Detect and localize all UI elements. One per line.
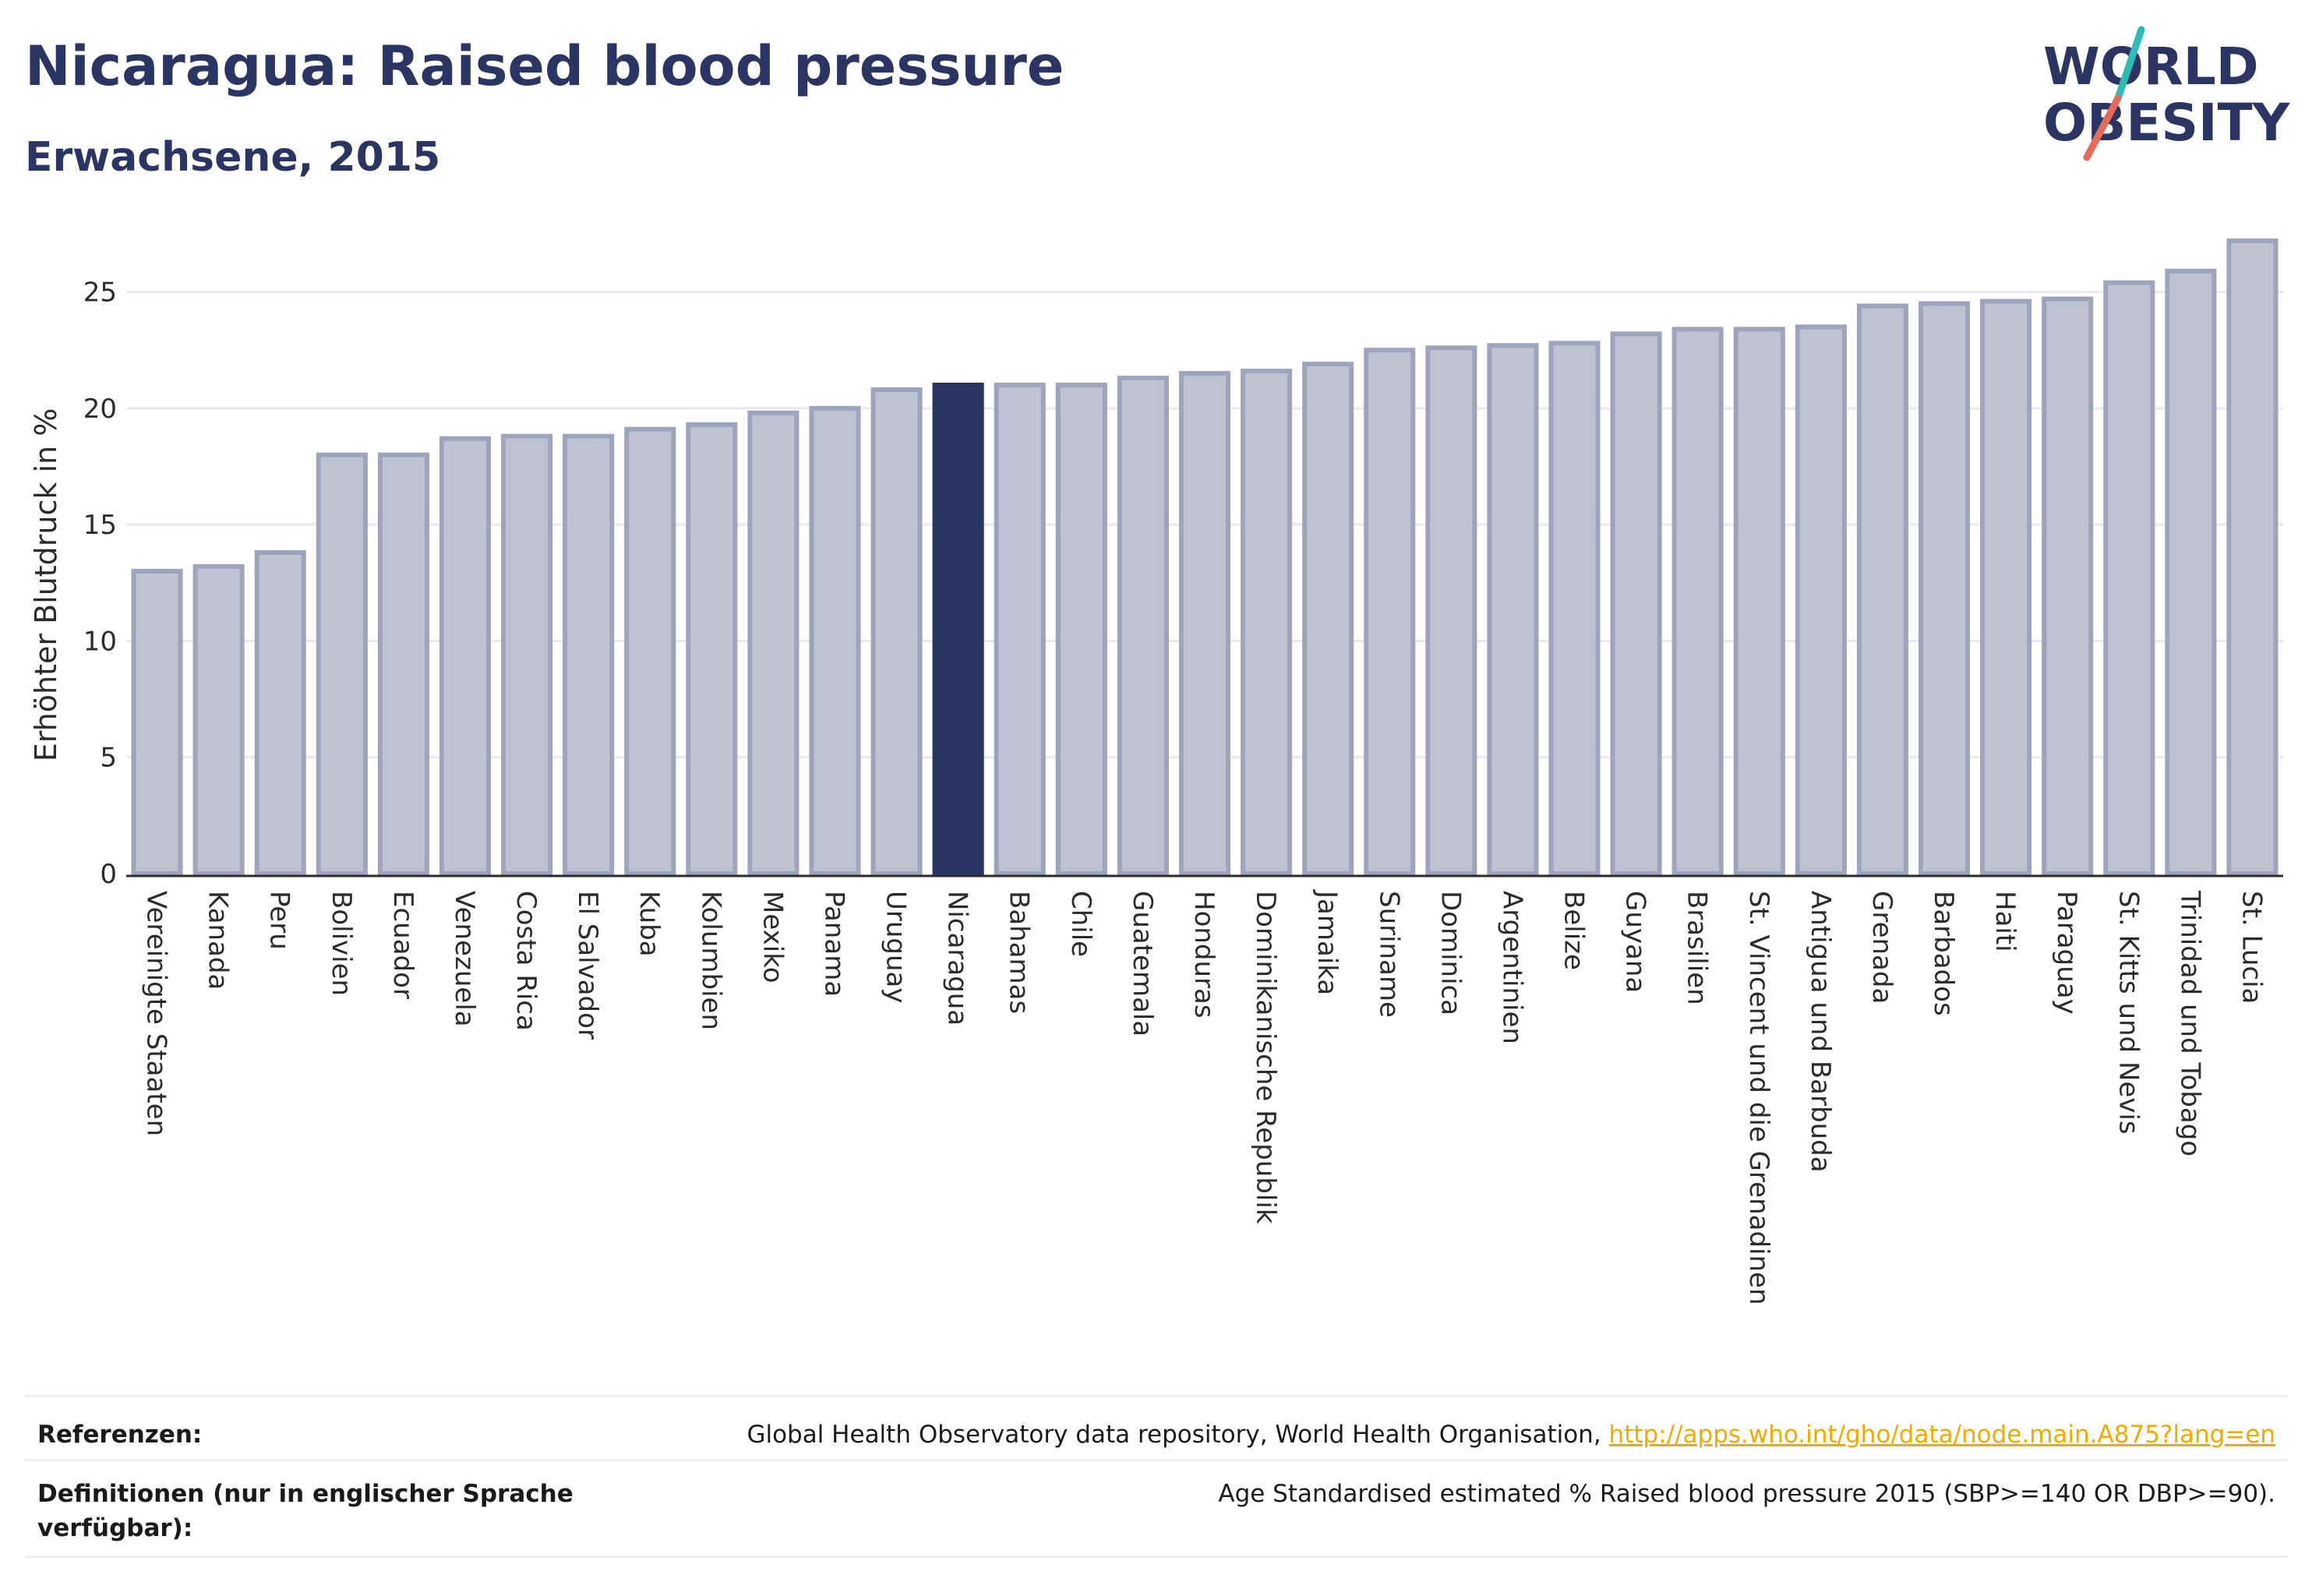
- definitions-value: Age Standardised estimated % Raised bloo…: [1218, 1480, 2275, 1508]
- x-tick-label: Vereinigte Staaten: [141, 891, 172, 1136]
- bar-kuba: [624, 426, 676, 876]
- x-tick-label: Suriname: [1373, 891, 1404, 1018]
- bar-vereinigte-staaten: [131, 568, 183, 877]
- y-tick-label: 10: [83, 626, 117, 657]
- bar-guatemala: [1117, 376, 1169, 876]
- y-tick-label: 0: [100, 859, 117, 890]
- bar-ecuador: [377, 452, 429, 876]
- bar-st-vincent-und-die-grenadinen: [1733, 327, 1785, 876]
- bar-honduras: [1178, 371, 1231, 876]
- bar-mexiko: [747, 410, 800, 876]
- x-tick-label: El Salvador: [572, 891, 603, 1040]
- bar-chart: 0 5 10 15 20 25 Vereinigte Staaten Kanada Peru B…: [29, 238, 2283, 1305]
- x-tick-label: Paraguay: [2051, 891, 2082, 1015]
- y-tick-label: 25: [83, 277, 117, 309]
- bar-brasilien: [1671, 327, 1724, 876]
- x-axis-labels: Vereinigte Staaten Kanada Peru Bolivien Ecua…: [141, 889, 2268, 1305]
- x-tick-label: Dominica: [1435, 891, 1466, 1015]
- bar-bolivien: [316, 452, 368, 876]
- bar-nicaragua: [932, 383, 984, 876]
- x-tick-label: Guatemala: [1127, 891, 1158, 1036]
- x-tick-label: Barbados: [1928, 891, 1959, 1016]
- x-tick-label: St. Vincent und die Grenadinen: [1743, 891, 1774, 1305]
- x-tick-label: Panama: [818, 891, 849, 997]
- bar-guyana: [1610, 331, 1662, 876]
- x-tick-label: Honduras: [1188, 891, 1220, 1019]
- bar-st-kitts-und-nevis: [2103, 280, 2155, 877]
- bar-kanada: [192, 563, 245, 876]
- bar-belize: [1548, 341, 1601, 877]
- x-tick-label: Kuba: [634, 891, 665, 957]
- logo-slash-teal-icon: [2114, 26, 2145, 102]
- y-axis-title: Erhöhter Blutdruck in %: [29, 408, 63, 762]
- world-obesity-logo: WORLD OBESITY: [2043, 26, 2291, 161]
- logo-line2: OBESITY: [2043, 93, 2291, 153]
- x-tick-label: Peru: [264, 891, 295, 950]
- x-tick-label: Nicaragua: [942, 891, 973, 1026]
- x-tick-label: St. Lucia: [2236, 891, 2267, 1004]
- x-tick-label: Grenada: [1866, 891, 1897, 1004]
- x-tick-label: Jamaika: [1311, 889, 1343, 995]
- chart-subtitle: Erwachsene, 2015: [25, 134, 441, 181]
- x-tick-label: Ecuador: [387, 891, 418, 999]
- x-tick-label: Argentinien: [1496, 891, 1527, 1044]
- bar-antigua-und-barbuda: [1795, 324, 1847, 877]
- logo-line1: WORLD: [2043, 37, 2259, 97]
- bar-uruguay: [870, 387, 923, 876]
- bar-costa-rica: [501, 433, 553, 876]
- bar-trinidad-und-tobago: [2165, 268, 2217, 876]
- bar-chile: [1055, 383, 1107, 876]
- bars: [131, 238, 2279, 877]
- references-link[interactable]: http://apps.who.int/gho/data/node.main.A…: [1608, 1421, 2275, 1449]
- x-tick-label: Trinidad und Tobago: [2174, 890, 2205, 1156]
- definitions-row: Definitionen (nur in englischer Sprache …: [25, 1459, 2288, 1558]
- references-label: Referenzen:: [37, 1421, 203, 1449]
- x-tick-label: Bahamas: [1004, 891, 1035, 1014]
- references-row: Referenzen: Global Health Observatory da…: [25, 1395, 2288, 1461]
- bar-dominikanische-republik: [1241, 369, 1293, 876]
- references-text: Global Health Observatory data repositor…: [747, 1421, 1601, 1449]
- x-tick-label: Chile: [1065, 891, 1096, 957]
- bar-panama: [809, 405, 861, 876]
- x-tick-label: Kanada: [203, 891, 234, 990]
- bar-grenada: [1856, 303, 1908, 877]
- references-value: Global Health Observatory data repositor…: [747, 1418, 2275, 1452]
- bar-barbados: [1918, 301, 1971, 876]
- bar-argentinien: [1487, 343, 1539, 876]
- bar-venezuela: [439, 436, 492, 876]
- bar-jamaika: [1302, 362, 1354, 877]
- y-tick-label: 15: [83, 510, 117, 541]
- x-tick-label: Kolumbien: [695, 891, 726, 1030]
- bar-suriname: [1364, 348, 1416, 877]
- bar-dominica: [1425, 345, 1477, 876]
- bar-el-salvador: [563, 433, 615, 876]
- x-tick-label: Mexiko: [757, 891, 788, 983]
- x-tick-label: St. Kitts und Nevis: [2113, 891, 2144, 1135]
- x-tick-label: Costa Rica: [510, 891, 542, 1031]
- bar-bahamas: [994, 383, 1046, 876]
- footer-bottom-border: [25, 1555, 2288, 1558]
- bar-kolumbien: [686, 422, 738, 876]
- x-tick-label: Bolivien: [326, 891, 357, 996]
- x-tick-label: Guyana: [1620, 891, 1651, 993]
- bar-paraguay: [2042, 296, 2094, 876]
- bar-st-lucia: [2226, 238, 2279, 876]
- x-tick-label: Uruguay: [881, 891, 912, 1004]
- x-tick-label: Dominikanische Republik: [1250, 891, 1281, 1224]
- x-tick-label: Venezuela: [449, 891, 480, 1027]
- x-tick-label: Haiti: [1989, 891, 2021, 952]
- logo-slash-coral-icon: [2083, 94, 2122, 161]
- y-axis-ticks: 0 5 10 15 20 25: [83, 277, 117, 890]
- bar-haiti: [1980, 298, 2032, 876]
- chart-title: Nicaragua: Raised blood pressure: [25, 34, 1064, 98]
- y-tick-label: 20: [83, 394, 117, 425]
- definitions-label: Definitionen (nur in englischer Sprache …: [37, 1480, 574, 1542]
- y-tick-label: 5: [100, 743, 117, 774]
- x-tick-label: Antigua und Barbuda: [1805, 891, 1836, 1173]
- x-tick-label: Brasilien: [1682, 891, 1713, 1005]
- x-tick-label: Belize: [1558, 891, 1590, 970]
- bar-peru: [254, 550, 306, 876]
